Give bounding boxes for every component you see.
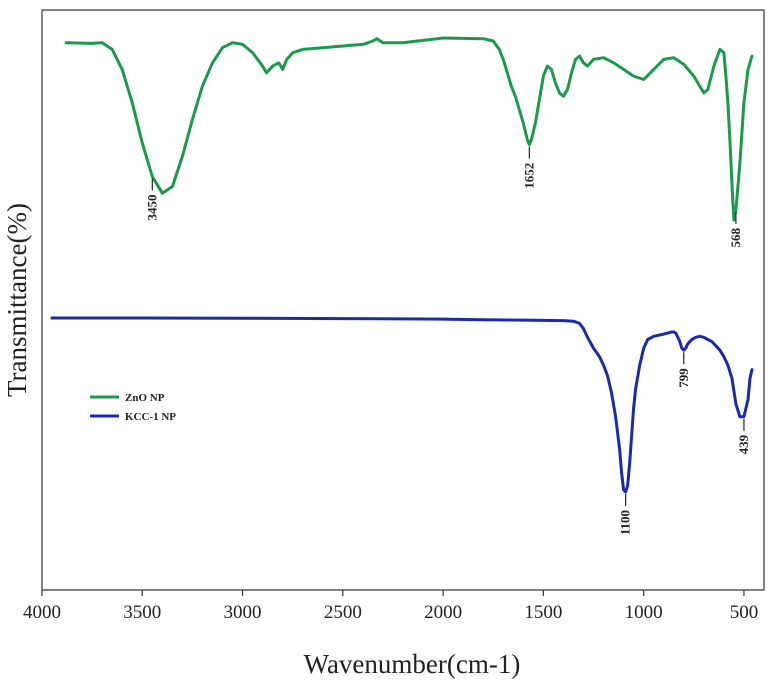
- peak-label: 1652: [521, 163, 536, 189]
- peak-label: 568: [728, 227, 743, 247]
- x-tick-label: 1000: [625, 602, 663, 623]
- legend: ZnO NP KCC-1 NP: [90, 392, 176, 423]
- series-line-zno-np: [64, 36, 754, 222]
- x-tick-label: 2500: [324, 602, 362, 623]
- x-tick-label: 3000: [224, 602, 262, 623]
- x-tick-label: 500: [730, 602, 759, 623]
- plot-layer: 4000 3500 3000 2500 2000 1500 1000 500 ZnO NP KCC…: [23, 36, 759, 623]
- plot-frame: [41, 9, 765, 591]
- x-tick-label: 4000: [23, 602, 61, 623]
- x-tick-label: 1500: [524, 602, 562, 623]
- x-tick-label: 2000: [424, 602, 462, 623]
- peak-label: 3450: [144, 195, 159, 221]
- legend-label: ZnO NP: [125, 392, 165, 404]
- series-line-kcc-1-np: [50, 316, 754, 494]
- peak-label: 799: [676, 368, 691, 388]
- y-axis-title: Transmittance(%): [2, 203, 32, 397]
- legend-label: KCC-1 NP: [125, 411, 176, 423]
- x-axis-title: Wavenumber(cm-1): [304, 649, 521, 679]
- peak-label: 439: [736, 434, 751, 454]
- x-tick-label: 3500: [123, 602, 161, 623]
- peak-label: 1100: [618, 510, 633, 535]
